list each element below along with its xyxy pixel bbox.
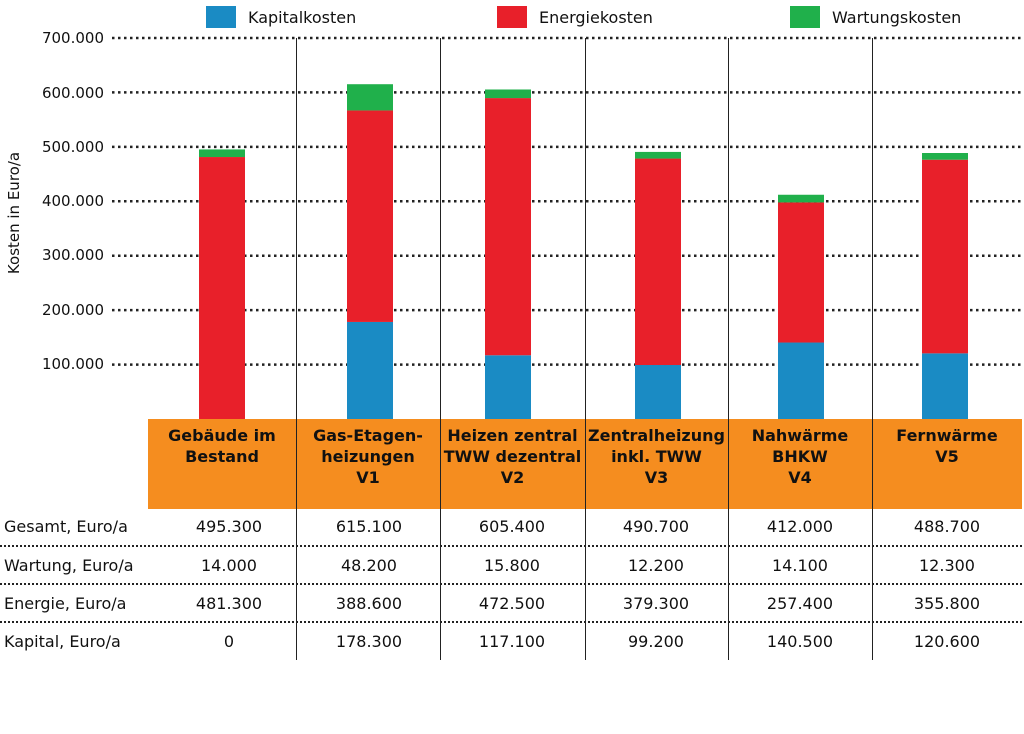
column-header-line: Gas-Etagen- xyxy=(313,426,423,445)
y-tick-label: 400.000 xyxy=(41,192,104,210)
bar-segment-kapitalkosten xyxy=(635,365,681,419)
column-header-line: inkl. TWW xyxy=(611,447,702,466)
bar-segment-kapitalkosten xyxy=(485,355,531,419)
legend-item-wartungskosten: Wartungskosten xyxy=(790,6,961,28)
table-cell: 117.100 xyxy=(478,632,546,651)
legend: Kapitalkosten Energiekosten Wartungskost… xyxy=(0,0,1024,36)
column-header-line: BHKW xyxy=(772,447,828,466)
column-header-line: V5 xyxy=(935,447,959,466)
column-header-line: V1 xyxy=(356,468,380,487)
bar-segment-wartungskosten xyxy=(922,153,968,160)
bar-segment-energiekosten xyxy=(199,157,245,419)
legend-swatch-energiekosten xyxy=(497,6,527,28)
column-header-bestand: Gebäude im Bestand xyxy=(148,425,296,467)
legend-item-energiekosten: Energiekosten xyxy=(497,6,653,28)
column-header-line: TWW dezentral xyxy=(443,447,582,466)
table-cell: 355.800 xyxy=(913,594,981,613)
y-tick-label: 100.000 xyxy=(41,355,104,373)
column-header-line: Fernwärme xyxy=(896,426,998,445)
column-header-v1: Gas-Etagen- heizungen V1 xyxy=(296,425,440,488)
table-row-divider xyxy=(0,583,1022,585)
bar-segment-kapitalkosten xyxy=(347,321,393,419)
bar-segment-energiekosten xyxy=(635,158,681,366)
column-header-v5: Fernwärme V5 xyxy=(872,425,1022,467)
column-header-line: Nahwärme xyxy=(751,426,849,445)
column-header-line: Gebäude im xyxy=(168,426,276,445)
table-cell: 178.300 xyxy=(335,632,403,651)
table-row-label: Gesamt, Euro/a xyxy=(4,517,128,536)
table-row-label: Energie, Euro/a xyxy=(4,594,127,613)
column-header-line: V3 xyxy=(644,468,669,487)
table-cell: 481.300 xyxy=(195,594,263,613)
y-tick-label: 500.000 xyxy=(41,138,104,156)
table-cell: 257.400 xyxy=(766,594,834,613)
table-cell: 412.000 xyxy=(766,517,834,536)
table-cell: 0 xyxy=(223,632,235,651)
column-header-v3: Zentralheizung inkl. TWW V3 xyxy=(585,425,728,488)
table-cell: 99.200 xyxy=(628,632,684,651)
legend-label: Wartungskosten xyxy=(832,7,962,27)
table-row-label: Kapital, Euro/a xyxy=(4,632,121,651)
legend-label: Energiekosten xyxy=(539,7,653,27)
legend-swatch-kapitalkosten xyxy=(206,6,236,28)
bar-segment-wartungskosten xyxy=(347,84,393,111)
legend-label: Kapitalkosten xyxy=(248,7,357,27)
column-header-line: Zentralheizung xyxy=(588,426,725,445)
table-cell: 615.100 xyxy=(335,517,403,536)
column-header-line: Bestand xyxy=(185,447,259,466)
bar-segment-wartungskosten xyxy=(778,194,824,203)
bar-segment-wartungskosten xyxy=(199,149,245,158)
table-row-divider xyxy=(0,621,1022,623)
bar-segment-kapitalkosten xyxy=(778,342,824,419)
column-separator xyxy=(440,38,441,660)
column-header-line: heizungen xyxy=(321,447,415,466)
column-header-v2: Heizen zentral TWW dezentral V2 xyxy=(440,425,585,488)
bar-segment-kapitalkosten xyxy=(922,353,968,419)
table-cell: 495.300 xyxy=(195,517,263,536)
table-cell: 12.200 xyxy=(628,556,684,575)
column-header-line: V2 xyxy=(500,468,525,487)
table-cell: 388.600 xyxy=(335,594,403,613)
table-cell: 48.200 xyxy=(341,556,397,575)
column-separator xyxy=(872,38,873,660)
table-cell: 14.100 xyxy=(772,556,828,575)
table-cell: 605.400 xyxy=(478,517,546,536)
table-row-divider xyxy=(0,545,1022,547)
y-tick-label: 600.000 xyxy=(41,84,104,102)
column-separator xyxy=(728,38,729,660)
bar-segment-wartungskosten xyxy=(635,151,681,159)
table-cell: 472.500 xyxy=(478,594,546,613)
y-tick-label: 300.000 xyxy=(41,246,104,264)
legend-swatch-wartungskosten xyxy=(790,6,820,28)
column-separator xyxy=(296,38,297,660)
y-tick-label: 200.000 xyxy=(41,301,104,319)
bar-segment-energiekosten xyxy=(485,98,531,356)
bar-segment-energiekosten xyxy=(778,202,824,343)
table-cell: 379.300 xyxy=(622,594,690,613)
table-row-label: Wartung, Euro/a xyxy=(4,556,134,575)
table-cell: 15.800 xyxy=(484,556,540,575)
table-cell: 490.700 xyxy=(622,517,690,536)
column-header-line: V4 xyxy=(788,468,812,487)
table-cell: 140.500 xyxy=(766,632,834,651)
bar-segment-energiekosten xyxy=(922,159,968,354)
table-cell: 488.700 xyxy=(913,517,981,536)
table-cell: 14.000 xyxy=(201,556,257,575)
bar-segment-wartungskosten xyxy=(485,89,531,99)
bar-segment-energiekosten xyxy=(347,110,393,322)
table-cell: 12.300 xyxy=(919,556,975,575)
y-tick-label: 700.000 xyxy=(41,29,104,47)
column-header-v4: Nahwärme BHKW V4 xyxy=(728,425,872,488)
table-cell: 120.600 xyxy=(913,632,981,651)
legend-item-kapitalkosten: Kapitalkosten xyxy=(206,6,356,28)
column-separator xyxy=(585,38,586,660)
column-header-line: Heizen zentral xyxy=(447,426,578,445)
